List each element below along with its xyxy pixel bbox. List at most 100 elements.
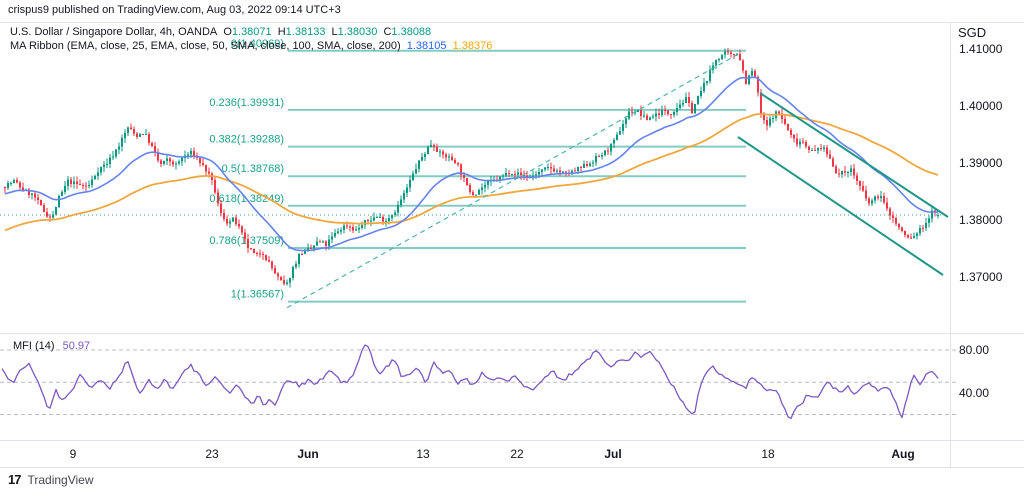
candle-body xyxy=(763,113,765,121)
candle-body xyxy=(436,147,438,153)
candle-body xyxy=(271,261,273,268)
tradingview-brand[interactable]: TradingView xyxy=(27,472,94,487)
candle-body xyxy=(871,200,873,204)
mfi-legend-row[interactable]: MFI (14) 50.97 xyxy=(13,340,90,352)
candle-body xyxy=(109,157,111,164)
candle-body xyxy=(610,143,612,152)
candle-body xyxy=(385,220,387,222)
symbol-title[interactable]: U.S. Dollar / Singapore Dollar, 4h, OAND… xyxy=(10,26,218,38)
candle-body xyxy=(688,96,690,103)
fib-retracement[interactable]: 0(1.40969) 0.236(1.39931) 0.382(1.39288) 0.… xyxy=(209,38,746,303)
candle-body xyxy=(100,166,102,173)
candle-body xyxy=(721,54,723,59)
candle-body xyxy=(199,157,201,163)
candlestick-series[interactable] xyxy=(4,47,939,288)
candle-body xyxy=(64,185,66,192)
candle-body xyxy=(844,170,846,173)
candle-body xyxy=(718,58,720,60)
tradingview-logo-icon[interactable]: 17 xyxy=(8,472,22,487)
candle-body xyxy=(250,248,252,250)
symbol-legend-row[interactable]: U.S. Dollar / Singapore Dollar, 4h, OAND… xyxy=(10,26,495,39)
open-value: 1.38071 xyxy=(231,26,272,38)
candle-body xyxy=(625,118,627,125)
candle-body xyxy=(580,166,582,168)
candle-body xyxy=(622,124,624,131)
candle-body xyxy=(397,204,399,213)
candle-body xyxy=(697,96,699,105)
candle-body xyxy=(127,127,129,133)
price-axis[interactable]: SGD 1.41000 1.40000 1.39000 1.38000 1.37000 … xyxy=(950,22,1024,467)
candle-body xyxy=(70,179,72,185)
candle-body xyxy=(751,70,753,76)
candle-body xyxy=(829,154,831,159)
candle-body xyxy=(631,111,633,113)
candle-body xyxy=(157,152,159,161)
candle-body xyxy=(598,156,600,158)
candle-body xyxy=(463,175,465,179)
candle-body xyxy=(244,232,246,239)
candle-body xyxy=(895,217,897,224)
candle-body xyxy=(658,113,660,115)
candle-body xyxy=(235,217,237,225)
candle-body xyxy=(439,151,441,153)
candle-body xyxy=(46,212,48,217)
candle-body xyxy=(454,159,456,164)
candle-body xyxy=(922,227,924,229)
candle-body xyxy=(175,163,177,165)
mfi-bands xyxy=(0,349,958,415)
candle-body xyxy=(517,172,519,175)
candle-body xyxy=(364,220,366,226)
candle-body xyxy=(475,194,477,196)
time-axis-label: Jul xyxy=(604,447,622,461)
channel-line[interactable] xyxy=(737,136,944,276)
candle-body xyxy=(928,218,930,223)
candle-body xyxy=(349,226,351,228)
candle-body xyxy=(391,214,393,218)
candle-body xyxy=(616,134,618,141)
candle-body xyxy=(193,150,195,157)
candle-body xyxy=(34,193,36,198)
candle-body xyxy=(886,202,888,209)
fib-level-label: 0.5(1.38768) xyxy=(222,163,284,175)
trendline-dashed[interactable] xyxy=(286,54,738,309)
candle-body xyxy=(343,225,345,230)
candle-body xyxy=(418,160,420,169)
candle-body xyxy=(754,70,756,78)
candle-body xyxy=(880,195,882,198)
candle-body xyxy=(160,160,162,165)
pane-separator[interactable] xyxy=(0,333,1024,334)
candle-body xyxy=(145,133,147,135)
candle-body xyxy=(535,174,537,176)
candle-body xyxy=(61,191,63,197)
candle-body xyxy=(292,267,294,278)
time-axis-label: 9 xyxy=(69,447,77,461)
ma-ribbon-title[interactable]: MA Ribbon (EMA, close, 25, EMA, close, 5… xyxy=(10,40,401,52)
mfi-label[interactable]: MFI (14) xyxy=(13,340,55,352)
candle-body xyxy=(847,171,849,173)
candle-body xyxy=(553,168,555,172)
candle-body xyxy=(358,228,360,230)
candle-body xyxy=(376,217,378,219)
candle-body xyxy=(49,216,51,218)
candle-body xyxy=(664,110,666,112)
candle-body xyxy=(685,96,687,103)
candle-body xyxy=(406,187,408,193)
candle-body xyxy=(604,150,606,156)
publish-header: crispus9 published on TradingView.com, A… xyxy=(8,4,341,16)
price-channel[interactable] xyxy=(737,92,949,276)
time-axis[interactable]: 9 23 Jun 13 22 Jul 18 Aug xyxy=(0,440,950,467)
candle-body xyxy=(256,252,258,254)
channel-line[interactable] xyxy=(759,92,949,218)
candle-body xyxy=(700,91,702,97)
candle-body xyxy=(532,175,534,177)
candle-body xyxy=(31,193,33,195)
candle-body xyxy=(628,111,630,119)
candle-body xyxy=(94,175,96,180)
indicator-legend-row[interactable]: MA Ribbon (EMA, close, 25, EMA, close, 5… xyxy=(10,40,495,53)
tradingview-attribution[interactable]: 17 TradingView xyxy=(8,472,94,487)
high-value: 1.38133 xyxy=(285,26,326,38)
candle-body xyxy=(856,175,858,182)
candle-body xyxy=(889,208,891,216)
candle-body xyxy=(367,220,369,222)
